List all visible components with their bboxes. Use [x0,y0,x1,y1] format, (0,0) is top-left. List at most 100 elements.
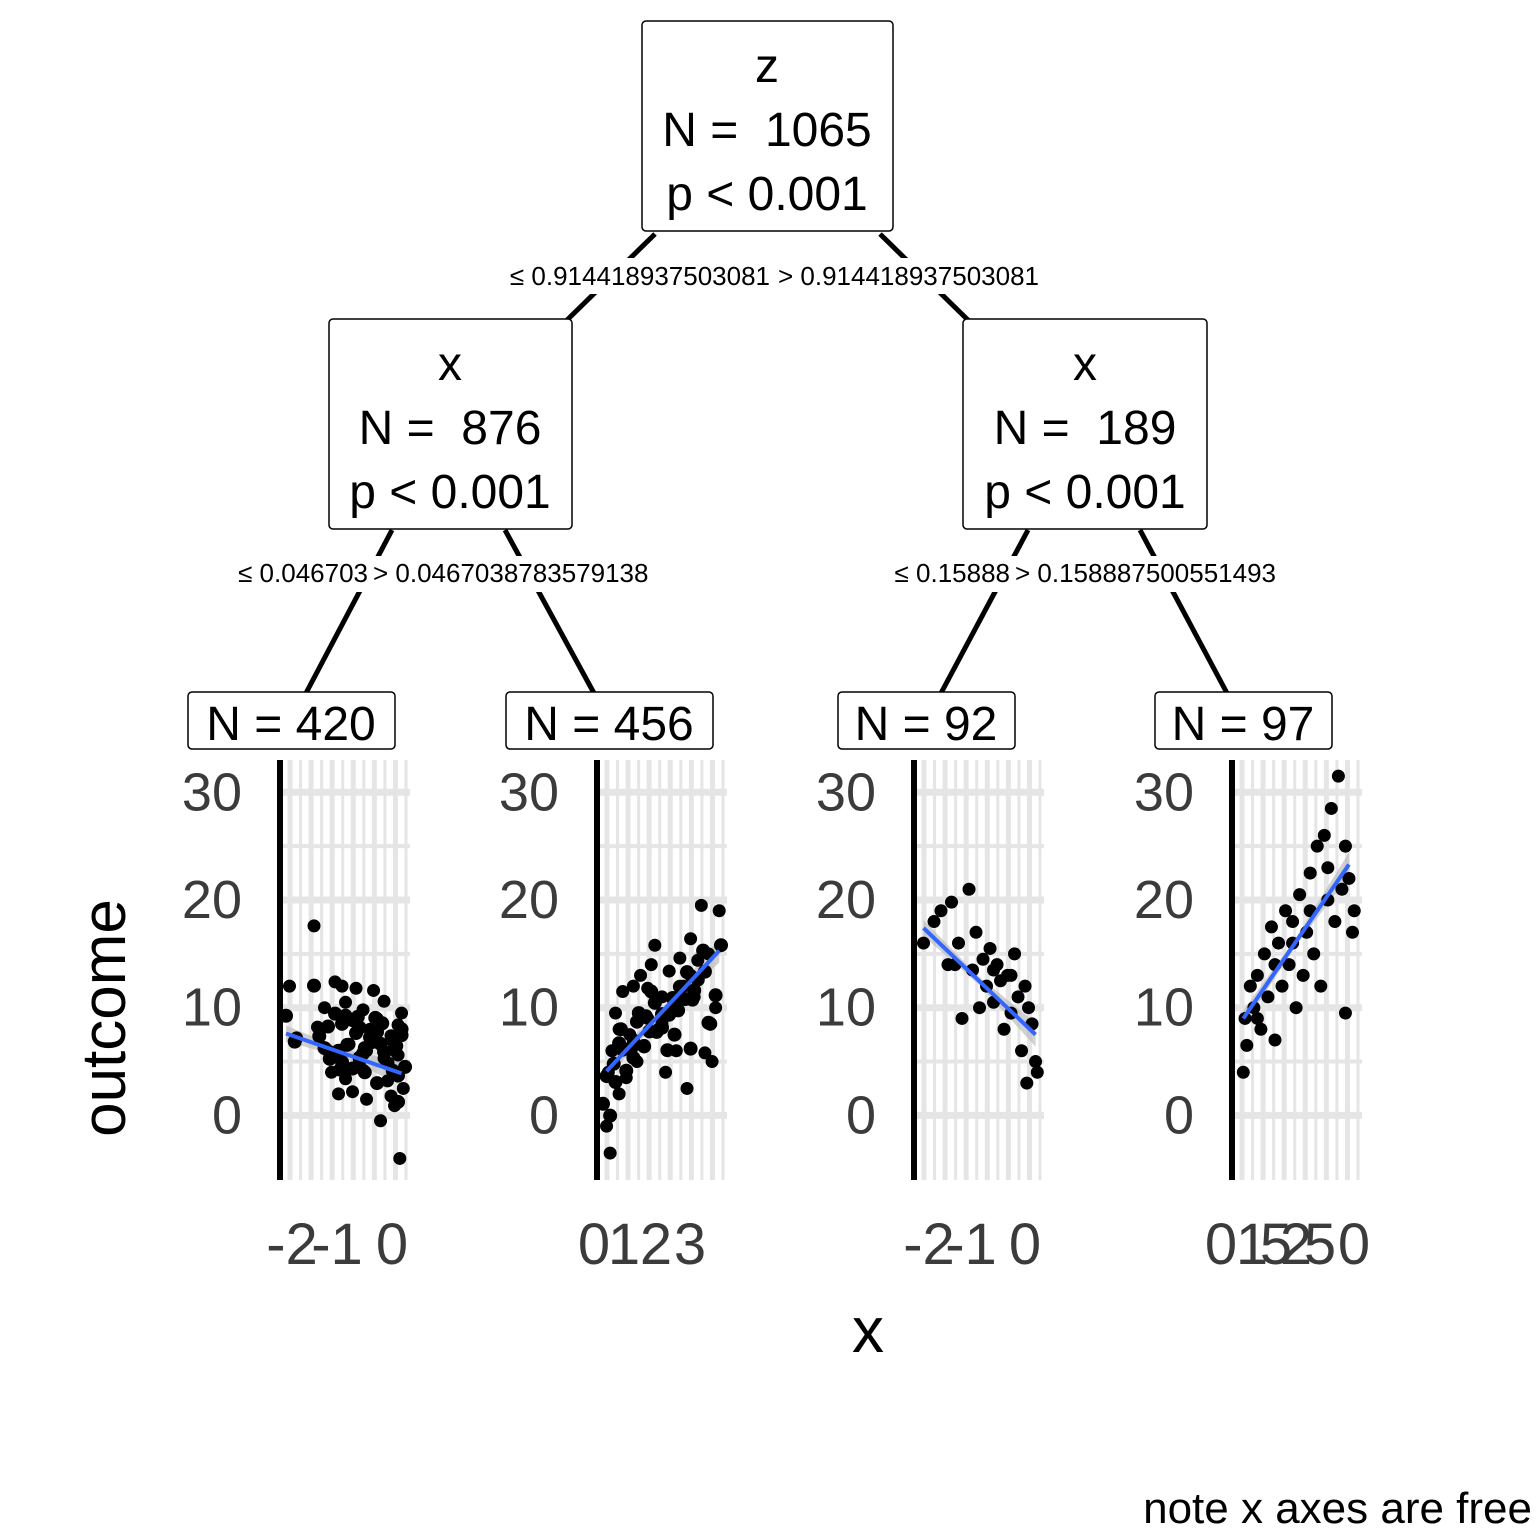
data-point [709,1001,723,1015]
fit-line [285,1031,403,1076]
left-split-left-label: ≤ 0.046703 [238,558,368,588]
y-tick-label: 0 [1164,1085,1194,1145]
data-point [637,1039,652,1054]
data-point [1317,828,1331,842]
data-point [612,1087,626,1101]
fit-line [1241,863,1351,1020]
y-tick-label: 20 [816,870,876,930]
data-point [312,1029,327,1044]
data-point [613,1022,628,1037]
data-point [1243,979,1257,993]
leaf-4-count: N = 97 [1172,698,1315,751]
data-point [345,1061,360,1076]
data-point [603,1146,617,1160]
data-point [696,943,711,958]
data-point [1268,1033,1282,1047]
x-axis-title: x [852,1294,884,1366]
y-tick-label: 30 [816,762,876,822]
right-node: x N = 189 p < 0.001 [962,318,1208,530]
data-point [671,1003,686,1018]
data-point [1018,979,1032,993]
leaf-label-1: N = 420 [187,691,396,751]
data-point [346,1085,360,1099]
data-point [648,938,662,952]
x-tick-label: -1 [311,1212,363,1277]
data-point [318,1001,332,1015]
data-point [1240,1038,1254,1052]
y-tick-label: 0 [846,1085,876,1145]
data-point [328,1006,343,1021]
data-point [391,1094,406,1109]
x-tick-label: 3 [674,1212,706,1277]
data-point [377,1044,392,1059]
data-point [616,985,630,999]
data-point [703,1016,718,1031]
y-tick-label: 10 [816,978,876,1038]
data-point [1324,801,1338,815]
data-point [1338,839,1352,853]
data-point [357,1065,372,1080]
data-point [395,1006,409,1020]
data-point [683,1041,698,1056]
data-point [321,1019,336,1034]
data-point [1022,1001,1036,1015]
root-split-left-label: ≤ 0.914418937503081 [510,261,770,291]
data-point [698,1046,712,1060]
leaf-label-3: N = 92 [837,691,1016,751]
data-point [973,1001,987,1015]
root-node-variable: z [755,40,779,93]
data-point [1282,958,1296,972]
right-node-pvalue: p < 0.001 [984,466,1186,519]
data-point [1030,1065,1044,1079]
data-point [969,925,983,939]
data-point [1257,947,1271,961]
y-tick-label: 10 [499,978,559,1038]
fit-line [605,949,721,1073]
y-tick-label: 20 [1134,870,1194,930]
x-tick-label: 0 [1205,1212,1237,1277]
data-point [634,968,648,982]
data-point [619,1063,634,1078]
root-node-pvalue: p < 0.001 [666,168,868,221]
x-tick-label: 0 [578,1212,610,1277]
data-point [1250,1011,1264,1025]
data-point [335,979,349,993]
x-tick-label: 5 [1304,1212,1336,1277]
data-point [976,952,990,966]
x-tick-label: 0 [1338,1212,1370,1277]
edge-right-leaf3 [937,528,1031,697]
data-point [608,1075,623,1089]
data-point [1008,947,1022,961]
data-point [1314,979,1328,993]
data-point [1264,920,1278,934]
data-point [934,904,948,918]
left-node-count: N = 876 [359,402,542,455]
data-point [1310,839,1324,853]
edge-left-leaf2 [502,528,598,697]
x-tick-label: -1 [945,1212,997,1277]
x-tick-label: 1 [608,1212,640,1277]
data-point [389,1038,404,1053]
data-point [983,941,997,955]
data-point [644,958,658,972]
data-point [332,1087,346,1101]
data-point [367,983,381,997]
data-point [667,1027,682,1042]
data-point [396,1081,410,1095]
data-point [638,1009,653,1024]
data-point [1261,990,1275,1004]
y-tick-label: 30 [499,762,559,822]
data-point [1275,979,1289,993]
x-tick-label: 5 [1260,1212,1292,1277]
data-point [955,1011,969,1025]
data-point [917,936,931,950]
data-point [714,938,728,953]
data-point [1293,888,1307,902]
data-point [647,995,662,1010]
data-point [335,1055,350,1070]
leaf-label-4: N = 97 [1154,691,1333,751]
y-tick-label: 20 [182,870,242,930]
data-point [381,1074,395,1088]
